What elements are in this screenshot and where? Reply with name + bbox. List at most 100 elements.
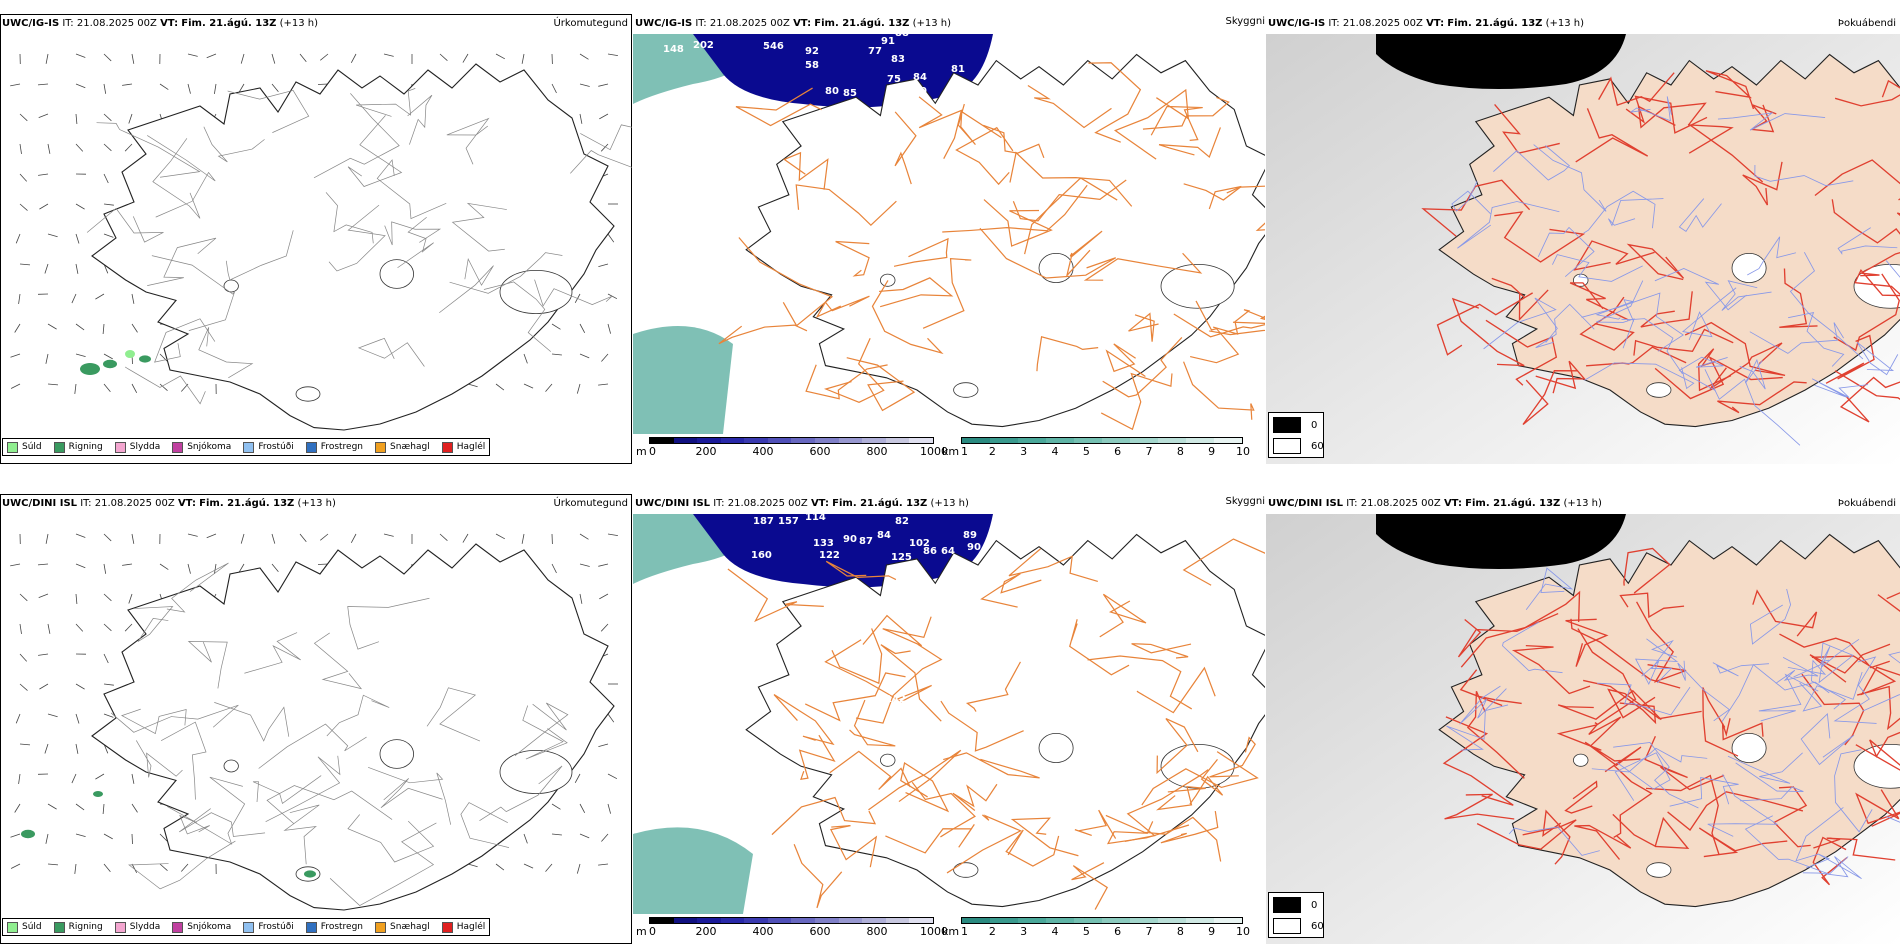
road-line xyxy=(1637,102,1707,129)
colorbar-segment xyxy=(744,918,768,923)
road-line xyxy=(1522,370,1578,426)
road-line xyxy=(1573,240,1655,271)
wind-barb xyxy=(38,593,49,598)
colorbar-segment xyxy=(1018,918,1046,923)
road-line xyxy=(1128,312,1159,342)
wind-barb xyxy=(579,53,589,60)
wind-barb xyxy=(545,863,553,872)
colorbar-tick-label: 400 xyxy=(752,925,774,938)
road-line xyxy=(1102,337,1183,398)
road-line xyxy=(1833,656,1877,724)
wind-barb xyxy=(579,353,590,359)
colorbar-tick-label: 0 xyxy=(649,445,656,458)
wind-barb xyxy=(38,113,49,118)
wind-barb xyxy=(75,53,86,58)
road-line xyxy=(1212,309,1265,335)
iceland-group xyxy=(727,533,1265,910)
wind-barb xyxy=(271,533,276,544)
road-line xyxy=(227,89,310,133)
legend-label: Frostúði xyxy=(258,442,294,452)
wind-barb xyxy=(131,293,135,304)
colorbar-segment xyxy=(1102,438,1130,443)
colorbar-tick-label: 8 xyxy=(1176,925,1184,938)
road-line xyxy=(1071,862,1109,910)
colorbar-segment xyxy=(1102,918,1130,923)
legend-item: Rigning xyxy=(53,921,103,933)
road-line xyxy=(328,204,386,272)
it-value: 21.08.2025 00Z xyxy=(1360,498,1441,509)
colorbar-segment xyxy=(1046,438,1074,443)
wind-barb xyxy=(103,233,114,238)
road-line xyxy=(439,257,494,314)
road-line xyxy=(1813,837,1896,861)
road-line xyxy=(1630,96,1672,122)
road-line xyxy=(829,824,878,868)
road-line xyxy=(1459,685,1507,725)
wind-barb xyxy=(299,53,307,63)
wind-barb xyxy=(607,713,615,723)
wind-barb xyxy=(521,533,525,544)
vt-label: VT: xyxy=(160,18,179,29)
wind-barb xyxy=(45,833,49,844)
visibility-colorbar: km 1 2 3 4 5 6 7 8 9 10 xyxy=(942,917,1250,941)
colorbar-segment xyxy=(990,438,1018,443)
cloud-base-label: 87 xyxy=(859,536,873,547)
rain-area xyxy=(80,363,100,375)
road-line xyxy=(347,814,435,863)
colorbar-strip xyxy=(649,437,934,444)
road-line xyxy=(1142,96,1230,130)
road-line xyxy=(1754,165,1854,187)
cloud-base-label: 89 xyxy=(963,530,977,541)
legend-label: Slydda xyxy=(129,442,161,452)
glacier-outline xyxy=(1573,273,1589,287)
wind-barb xyxy=(39,683,49,690)
vt-value: Fim. 21.ágú. 13Z xyxy=(1465,498,1561,509)
road-line xyxy=(1854,268,1900,297)
colorbar-tick-label: 10 xyxy=(1236,925,1250,938)
lead-time: (+13 h) xyxy=(912,18,952,29)
rain-area xyxy=(21,829,35,839)
road-line xyxy=(166,562,229,613)
vt-value: Fim. 21.ágú. 13Z xyxy=(832,498,928,509)
panel-title: Úrkomutegund xyxy=(553,498,628,509)
road-line xyxy=(1623,547,1671,594)
model-name: UWC/IG-IS xyxy=(635,18,693,29)
wind-barb xyxy=(74,863,77,874)
wind-barb xyxy=(75,83,86,89)
road-line xyxy=(1811,378,1869,398)
road-line xyxy=(1457,201,1560,249)
road-line xyxy=(1459,669,1522,707)
wind-barb xyxy=(598,863,609,866)
road-line xyxy=(1855,744,1900,771)
road-line xyxy=(1677,660,1731,722)
wind-barb xyxy=(439,53,448,61)
road-line xyxy=(1721,718,1764,741)
road-line xyxy=(128,840,236,890)
wind-barb xyxy=(320,533,329,541)
glacier-outline xyxy=(295,386,321,402)
road-line xyxy=(380,778,443,809)
wind-barb xyxy=(598,383,609,386)
row2-fog-panel: UWC/DINI ISL IT: 21.08.2025 00Z VT: Fim.… xyxy=(1266,494,1900,944)
road-line xyxy=(1612,813,1690,850)
legend-label: Rigning xyxy=(68,442,103,452)
road-line xyxy=(325,192,374,244)
cloudbase-colorbar: m 0 200 400 600 800 1000 xyxy=(636,917,948,941)
road-line xyxy=(1855,789,1900,827)
legend-swatch xyxy=(172,921,184,933)
cloud-base-label: 187 xyxy=(753,516,774,527)
wind-barb xyxy=(103,593,112,602)
cloud-base-label: 85 xyxy=(843,88,857,99)
wind-barb xyxy=(607,773,618,780)
cloud-base-label: 107 xyxy=(885,718,906,729)
wind-barb xyxy=(350,533,357,543)
road-line xyxy=(1598,72,1675,107)
road-line xyxy=(1752,589,1818,637)
colorbar-segment xyxy=(791,918,816,923)
wind-barb xyxy=(551,803,561,810)
road-line xyxy=(1483,297,1558,350)
colorbar-ticks: 1 2 3 4 5 6 7 8 9 10 xyxy=(961,445,1250,459)
wind-barb xyxy=(467,383,478,388)
road-line xyxy=(735,87,822,127)
legend-item: Snæhagl xyxy=(375,441,430,453)
